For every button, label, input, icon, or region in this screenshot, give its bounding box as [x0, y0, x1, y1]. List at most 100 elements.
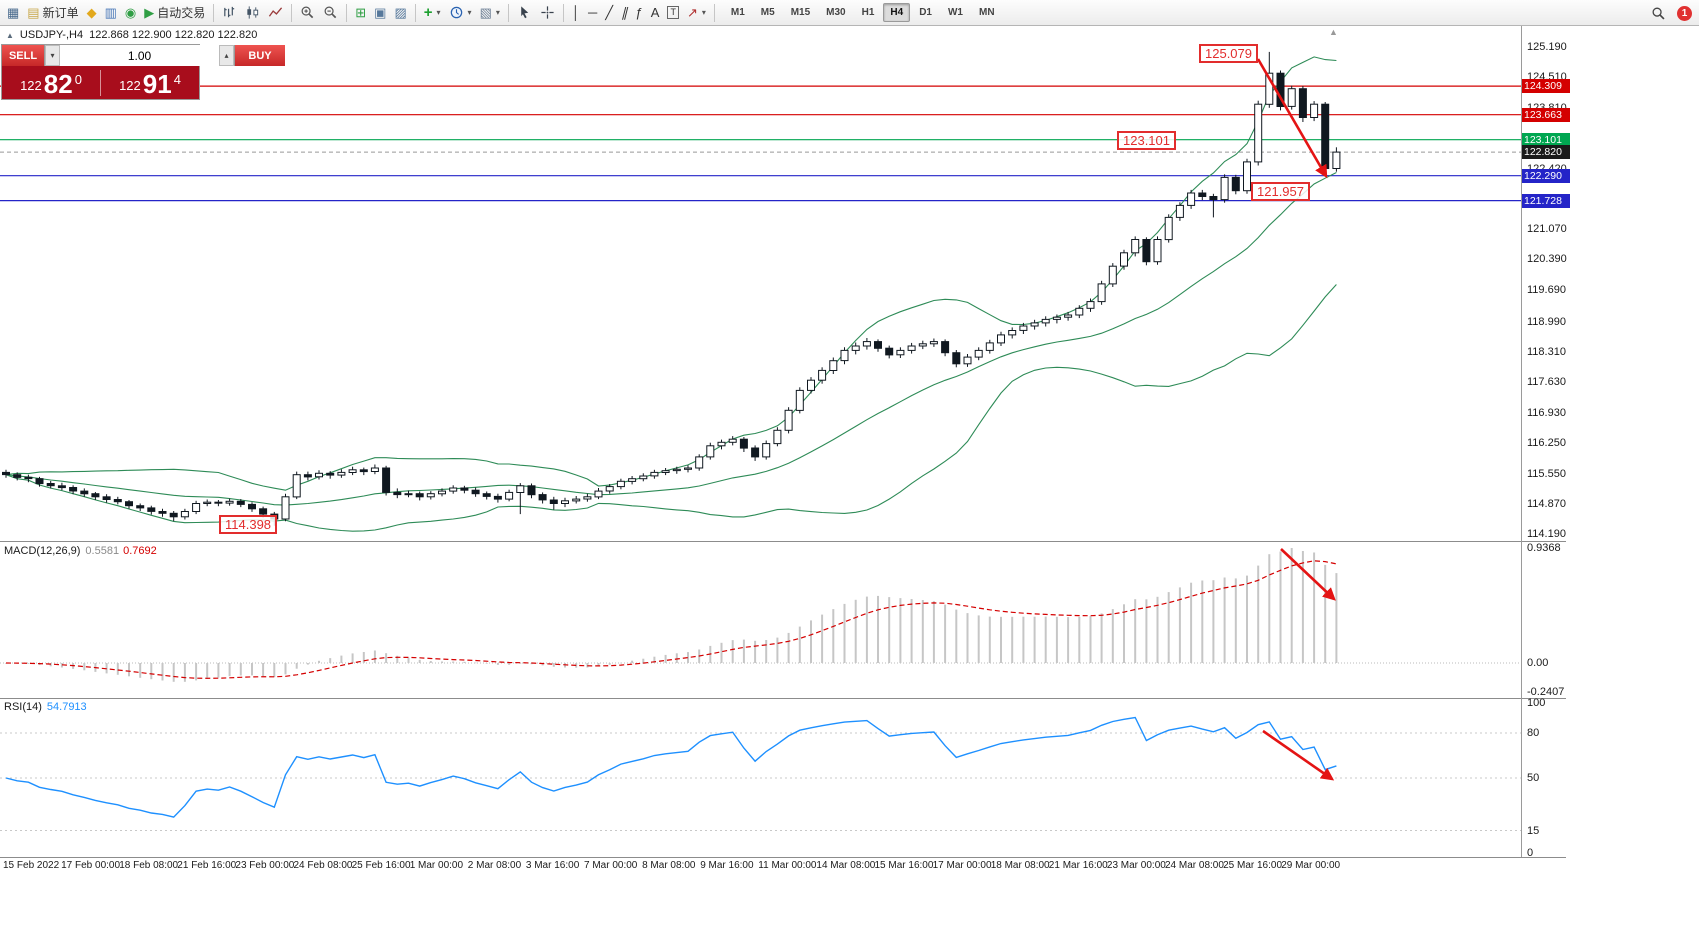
- time-axis-label[interactable]: 2 Mar 08:00: [467, 860, 522, 871]
- macd-panel[interactable]: [0, 543, 1521, 697]
- timeframe-mn-button[interactable]: MN: [978, 7, 995, 18]
- time-axis-label[interactable]: 15 Mar 16:00: [874, 860, 934, 871]
- volume-down-button[interactable]: ▾: [45, 45, 60, 66]
- zoom-out-icon[interactable]: [319, 2, 342, 24]
- arrows-icon[interactable]: ↗ ▾: [683, 2, 710, 24]
- rsi-panel[interactable]: [0, 699, 1521, 857]
- main-chart[interactable]: [0, 26, 1521, 541]
- time-axis-label[interactable]: 14 Mar 08:00: [816, 860, 876, 871]
- charts-icon[interactable]: ▦: [3, 2, 23, 24]
- timeframe-w1-button[interactable]: W1: [947, 7, 963, 18]
- new-order-icon: ▤: [27, 5, 40, 20]
- dropdown-arrow-icon: ▾: [701, 8, 706, 17]
- timeframe-m15-button[interactable]: M15: [790, 7, 811, 18]
- trendline-icon[interactable]: ╱: [601, 2, 617, 24]
- time-axis-label[interactable]: 25 Mar 16:00: [1223, 860, 1283, 871]
- timeframe-m30-button[interactable]: M30: [826, 7, 846, 18]
- timeframe-m5-button[interactable]: M5: [760, 7, 775, 18]
- panel-divider[interactable]: [0, 698, 1566, 699]
- search-button[interactable]: [1647, 2, 1670, 24]
- zoom-in-icon[interactable]: [296, 2, 319, 24]
- price-annotation[interactable]: 125.079: [1199, 44, 1258, 63]
- price-annotation[interactable]: 123.101: [1117, 131, 1176, 150]
- time-axis-label[interactable]: 24 Mar 08:00: [1165, 860, 1224, 871]
- terminal-icon[interactable]: ▥: [101, 2, 121, 24]
- timeframe-m1-button[interactable]: M1: [730, 7, 745, 18]
- price-annotation[interactable]: 114.398: [219, 515, 278, 534]
- time-axis-label[interactable]: 21 Feb 16:00: [177, 860, 237, 871]
- crosshair-icon[interactable]: [536, 2, 559, 24]
- periods-icon: [449, 5, 464, 20]
- time-axis-label[interactable]: 1 Mar 00:00: [409, 860, 464, 871]
- candlestick-chart-icon[interactable]: [241, 2, 264, 24]
- time-axis-label[interactable]: 3 Mar 16:00: [525, 860, 580, 871]
- channel-icon[interactable]: ∥: [617, 2, 632, 24]
- timeframe-h1-button[interactable]: H1: [861, 7, 875, 18]
- buy-button[interactable]: BUY: [235, 45, 285, 66]
- rsi-scale-label: 15: [1527, 824, 1540, 837]
- price-tag: 124.309: [1522, 79, 1570, 94]
- text-label-icon[interactable]: T: [663, 2, 683, 24]
- trendline-icon: ╱: [605, 5, 614, 20]
- time-axis-label[interactable]: 9 Mar 16:00: [700, 860, 754, 871]
- sell-button[interactable]: SELL: [2, 45, 44, 66]
- text-icon: A: [650, 5, 660, 20]
- toolbar-right: 1: [1647, 0, 1692, 26]
- time-axis-label[interactable]: 29 Mar 00:00: [1281, 860, 1341, 871]
- time-axis-label[interactable]: 25 Feb 16:00: [351, 860, 411, 871]
- time-axis-label[interactable]: 18 Feb 08:00: [119, 860, 179, 871]
- fibonacci-icon[interactable]: ƒ: [632, 2, 647, 24]
- text-icon[interactable]: A: [647, 2, 664, 24]
- time-axis-label[interactable]: 23 Feb 00:00: [235, 860, 295, 871]
- rsi-value: 54.7913: [46, 701, 87, 713]
- periods-icon[interactable]: ▾: [445, 2, 476, 24]
- autotrading-label: 自动交易: [157, 6, 206, 20]
- toolbar-separator: [713, 3, 715, 22]
- arrange-windows-icon: ▣: [374, 5, 387, 20]
- indicators-icon[interactable]: + ▾: [420, 2, 445, 24]
- time-axis-label[interactable]: 18 Mar 08:00: [990, 860, 1050, 871]
- tile-windows-icon[interactable]: ⊞: [351, 2, 370, 24]
- line-chart-icon[interactable]: [264, 2, 287, 24]
- price-tag: 121.728: [1522, 193, 1570, 208]
- price-divider: [100, 69, 101, 96]
- time-axis-label[interactable]: 21 Mar 16:00: [1048, 860, 1108, 871]
- timeframe-d1-button[interactable]: D1: [919, 7, 932, 18]
- timeframe-h4-button[interactable]: H4: [883, 3, 911, 22]
- notification-badge[interactable]: 1: [1677, 5, 1692, 21]
- time-axis-label[interactable]: 7 Mar 00:00: [584, 860, 638, 871]
- time-axis-label[interactable]: 8 Mar 08:00: [642, 860, 696, 871]
- sell-price-point: 0: [74, 71, 82, 87]
- community-icon[interactable]: ◉: [121, 2, 140, 24]
- cascade-windows-icon[interactable]: ▨: [390, 2, 410, 24]
- time-axis-label[interactable]: 23 Mar 00:00: [1106, 860, 1166, 871]
- time-axis-label[interactable]: 11 Mar 00:00: [758, 860, 817, 871]
- volume-up-button[interactable]: ▴: [219, 45, 234, 66]
- new-order-button[interactable]: ▤ 新订单: [23, 2, 82, 24]
- dropdown-arrow-icon: ▾: [436, 8, 441, 17]
- time-axis-label[interactable]: 17 Feb 00:00: [61, 860, 121, 871]
- templates-icon[interactable]: ▧ ▾: [476, 2, 504, 24]
- bar-chart-icon[interactable]: [218, 2, 241, 24]
- horizontal-line-icon[interactable]: ─: [584, 2, 601, 24]
- volume-control: ▾ ▴: [44, 45, 235, 66]
- price-tag: 123.101: [1522, 132, 1570, 147]
- price-scale-label: 114.870: [1527, 498, 1566, 511]
- rsi-scale-label: 50: [1527, 772, 1540, 784]
- cursor-icon[interactable]: [513, 2, 536, 24]
- sell-price[interactable]: 122 82 0: [2, 68, 100, 98]
- chart-shift-marker: ▲: [1329, 27, 1338, 37]
- time-axis-label[interactable]: 17 Mar 00:00: [932, 860, 992, 871]
- time-axis-label[interactable]: 24 Feb 08:00: [293, 860, 353, 871]
- buy-price[interactable]: 122 91 4: [101, 68, 199, 98]
- time-axis-label[interactable]: 15 Feb 2022: [3, 860, 60, 871]
- arrange-windows-icon[interactable]: ▣: [370, 2, 390, 24]
- sell-price-pips: 82: [43, 68, 73, 99]
- vertical-line-icon[interactable]: │: [568, 2, 584, 24]
- price-annotation[interactable]: 121.957: [1251, 182, 1310, 201]
- panel-divider[interactable]: [0, 541, 1566, 542]
- autotrading-button[interactable]: ▶ 自动交易: [140, 2, 209, 24]
- metaeditor-icon[interactable]: ◆: [83, 2, 101, 24]
- toolbar-separator: [507, 3, 509, 22]
- volume-input[interactable]: [60, 45, 219, 66]
